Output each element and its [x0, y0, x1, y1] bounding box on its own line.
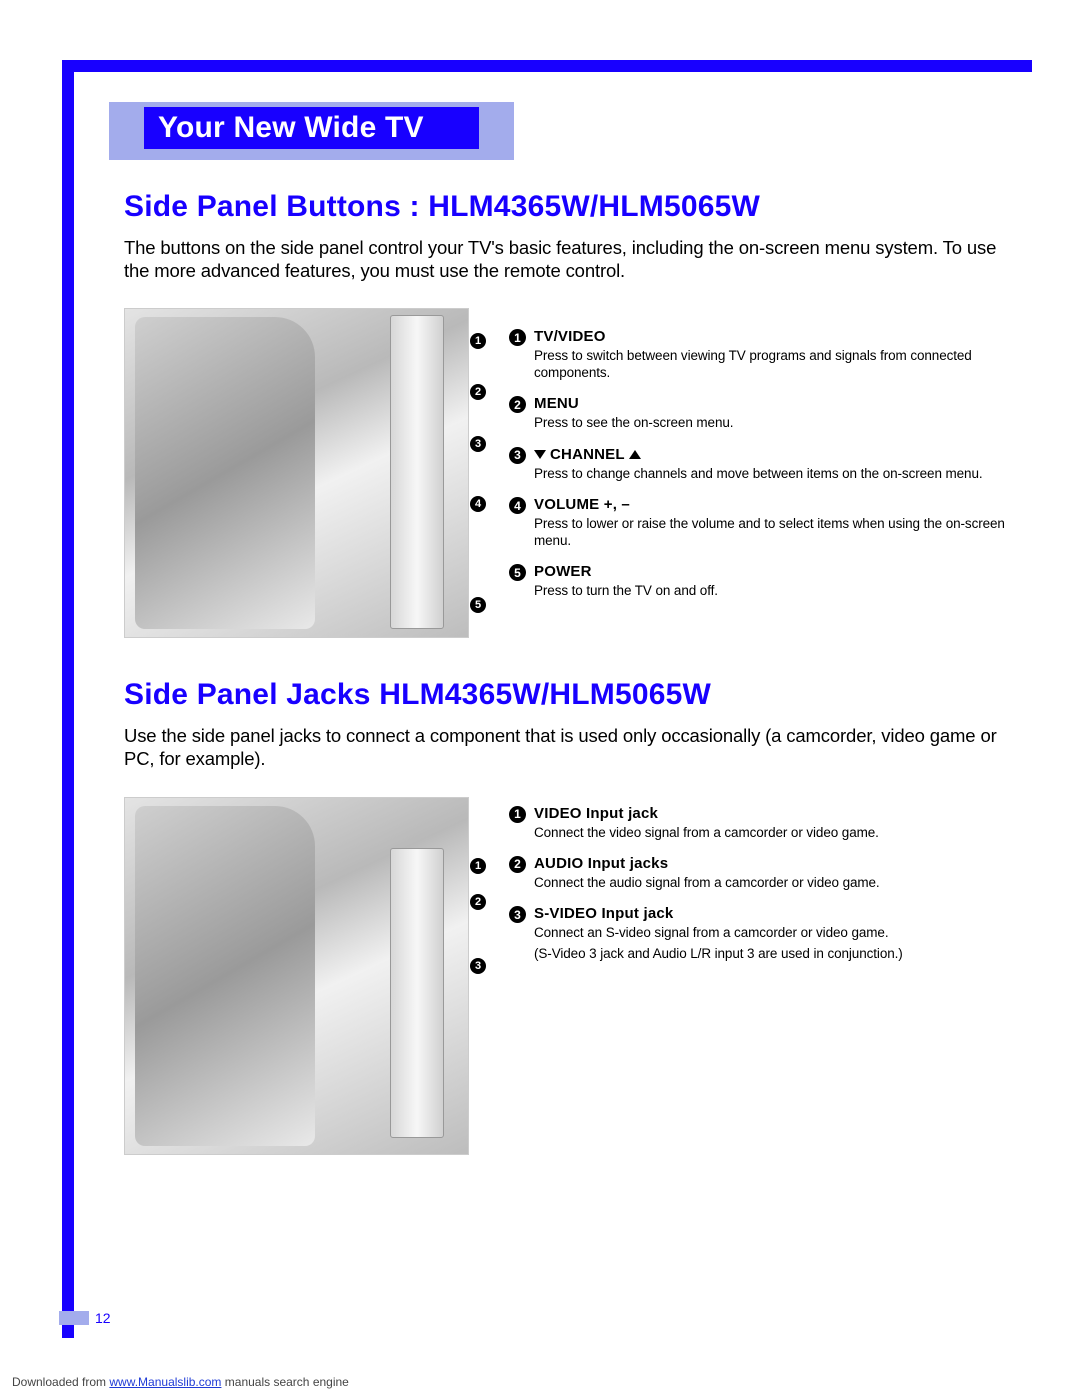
- desc-item: 3 CHANNEL Press to change channels and m…: [509, 446, 1019, 482]
- desc-number-badge: 2: [509, 396, 526, 413]
- callout-badge: 3: [470, 436, 486, 452]
- page-number-swatch: [59, 1311, 89, 1325]
- section2-body: Use the side panel jacks to connect a co…: [124, 724, 1019, 770]
- figure-placeholder: 1 2 3 4 5: [124, 308, 469, 638]
- desc-title: VIDEO Input jack: [534, 805, 1019, 822]
- desc-item: 5 POWER Press to turn the TV on and off.: [509, 563, 1019, 599]
- footer-suffix: manuals search engine: [221, 1375, 348, 1389]
- section1-row: 1 2 3 4 5 1 TV/VIDEO Press to switch bet…: [124, 308, 1019, 638]
- page-frame: Your New Wide TV Side Panel Buttons : HL…: [62, 60, 1032, 1338]
- section2-descriptions: 1 VIDEO Input jack Connect the video sig…: [509, 797, 1019, 1155]
- page-title-text: Your New Wide TV: [158, 111, 424, 145]
- desc-item: 1 TV/VIDEO Press to switch between viewi…: [509, 328, 1019, 381]
- desc-number-badge: 3: [509, 906, 526, 923]
- desc-title: CHANNEL: [534, 446, 1019, 463]
- desc-title: MENU: [534, 395, 1019, 412]
- desc-text: Press to see the on-screen menu.: [534, 415, 1019, 431]
- desc-number-badge: 5: [509, 564, 526, 581]
- desc-number-badge: 2: [509, 856, 526, 873]
- desc-item: 2 MENU Press to see the on-screen menu.: [509, 395, 1019, 431]
- figure-placeholder: 1 2 3: [124, 797, 469, 1155]
- footer-prefix: Downloaded from: [12, 1375, 109, 1389]
- side-panel-strip: [390, 848, 444, 1138]
- desc-title: VOLUME +, –: [534, 496, 1019, 513]
- section2-row: 1 2 3 1 VIDEO Input jack Connect the vid…: [124, 797, 1019, 1155]
- callout-badge: 2: [470, 384, 486, 400]
- desc-title: TV/VIDEO: [534, 328, 1019, 345]
- desc-item: 3 S-VIDEO Input jack Connect an S-video …: [509, 905, 1019, 962]
- desc-number-badge: 1: [509, 806, 526, 823]
- section1-body: The buttons on the side panel control yo…: [124, 236, 1019, 282]
- desc-item: 2 AUDIO Input jacks Connect the audio si…: [509, 855, 1019, 891]
- footer-text: Downloaded from www.Manualslib.com manua…: [12, 1375, 349, 1389]
- section2-figure: 1 2 3: [124, 797, 469, 1155]
- section2-heading: Side Panel Jacks HLM4365W/HLM5065W: [124, 678, 1019, 712]
- desc-text: Connect the audio signal from a camcorde…: [534, 875, 1019, 891]
- desc-text: Press to change channels and move betwee…: [534, 466, 1019, 482]
- desc-title-text: CHANNEL: [550, 446, 625, 463]
- desc-title: AUDIO Input jacks: [534, 855, 1019, 872]
- callout-badge: 5: [470, 597, 486, 613]
- desc-item: 1 VIDEO Input jack Connect the video sig…: [509, 805, 1019, 841]
- callout-badge: 3: [470, 958, 486, 974]
- desc-text-extra: (S-Video 3 jack and Audio L/R input 3 ar…: [534, 946, 1019, 962]
- callout-badge: 4: [470, 496, 486, 512]
- content-area: Side Panel Buttons : HLM4365W/HLM5065W T…: [124, 190, 1019, 1195]
- banner-bg: Your New Wide TV: [109, 102, 514, 160]
- desc-text: Press to turn the TV on and off.: [534, 583, 1019, 599]
- desc-text: Connect the video signal from a camcorde…: [534, 825, 1019, 841]
- triangle-up-icon: [629, 450, 641, 459]
- desc-item: 4 VOLUME +, – Press to lower or raise th…: [509, 496, 1019, 549]
- tv-back-shape: [135, 806, 315, 1146]
- section1-heading: Side Panel Buttons : HLM4365W/HLM5065W: [124, 190, 1019, 224]
- desc-number-badge: 1: [509, 329, 526, 346]
- page-number: 12: [95, 1310, 111, 1326]
- callout-badge: 1: [470, 333, 486, 349]
- desc-text: Press to switch between viewing TV progr…: [534, 348, 1019, 381]
- tv-back-shape: [135, 317, 315, 629]
- desc-number-badge: 3: [509, 447, 526, 464]
- page-title: Your New Wide TV: [144, 107, 479, 149]
- section1-descriptions: 1 TV/VIDEO Press to switch between viewi…: [509, 308, 1019, 638]
- desc-text: Connect an S-video signal from a camcord…: [534, 925, 1019, 941]
- callout-badge: 2: [470, 894, 486, 910]
- desc-number-badge: 4: [509, 497, 526, 514]
- side-panel-strip: [390, 315, 444, 629]
- callout-badge: 1: [470, 858, 486, 874]
- desc-title: POWER: [534, 563, 1019, 580]
- desc-title: S-VIDEO Input jack: [534, 905, 1019, 922]
- desc-text: Press to lower or raise the volume and t…: [534, 516, 1019, 549]
- section1-figure: 1 2 3 4 5: [124, 308, 469, 638]
- footer-link[interactable]: www.Manualslib.com: [109, 1375, 221, 1389]
- triangle-down-icon: [534, 450, 546, 459]
- page-number-block: 12: [59, 1310, 111, 1326]
